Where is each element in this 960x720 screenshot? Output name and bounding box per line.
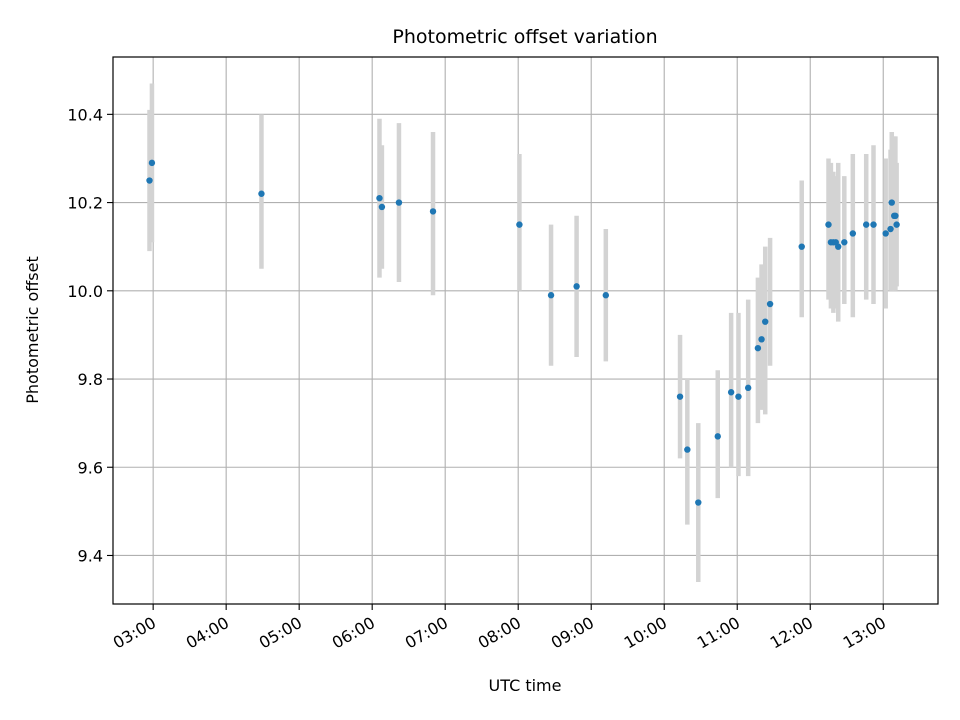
x-tick-label: 12:00 [767,613,816,653]
data-point [695,499,702,506]
data-point [376,194,383,202]
data-point [762,318,769,325]
data-point [714,433,721,440]
data-point [825,221,832,228]
data-point [684,446,691,453]
y-tick-label: 10.0 [67,282,103,301]
data-point [146,177,153,184]
data-point [429,208,437,215]
error-bars [147,83,899,582]
data-point [798,243,805,250]
data-point [758,336,765,343]
y-axis-ticks: 9.4 9.6 9.8 10.0 10.2 10.4 [67,105,113,565]
y-axis-label: Photometric offset [23,256,42,404]
y-tick-label: 9.8 [78,370,103,389]
data-point [893,221,900,228]
data-point [870,221,877,228]
data-point [602,292,610,299]
data-point [547,292,555,299]
data-point [835,243,842,250]
y-tick-label: 10.4 [67,105,103,124]
y-tick-label: 9.4 [78,546,103,565]
x-tick-label: 10:00 [621,613,670,653]
data-point [882,230,889,237]
data-point [744,384,752,392]
data-point [892,212,899,220]
data-point [573,283,580,290]
x-tick-label: 09:00 [548,613,597,653]
data-point [395,199,403,206]
data-point [841,239,848,246]
data-point [735,393,742,400]
x-tick-label: 08:00 [475,613,524,653]
data-point [888,199,895,206]
x-tick-label: 05:00 [256,613,305,653]
data-point [727,389,735,396]
grid-lines [113,57,938,604]
x-tick-label: 03:00 [110,613,159,653]
chart-title: Photometric offset variation [392,26,657,48]
x-tick-label: 06:00 [329,613,378,653]
data-point [754,344,762,352]
x-tick-label: 13:00 [840,613,889,653]
data-point [258,190,265,197]
data-point [887,225,894,233]
data-points [146,159,900,506]
data-point [148,159,156,167]
data-point [849,230,857,237]
y-tick-label: 9.6 [78,458,103,477]
plot-frame [112,56,939,605]
x-tick-label: 11:00 [694,613,743,653]
data-point [516,221,523,228]
x-tick-label: 07:00 [402,613,451,653]
y-tick-label: 10.2 [67,194,103,213]
data-point [676,393,684,400]
data-point [378,203,386,211]
x-axis-label: UTC time [489,676,562,695]
data-point [863,221,870,228]
data-point [766,300,774,308]
x-axis-ticks: 03:00 04:00 05:00 06:00 07:00 08:00 09:00 10:00… [110,604,889,653]
x-tick-label: 04:00 [183,613,232,653]
